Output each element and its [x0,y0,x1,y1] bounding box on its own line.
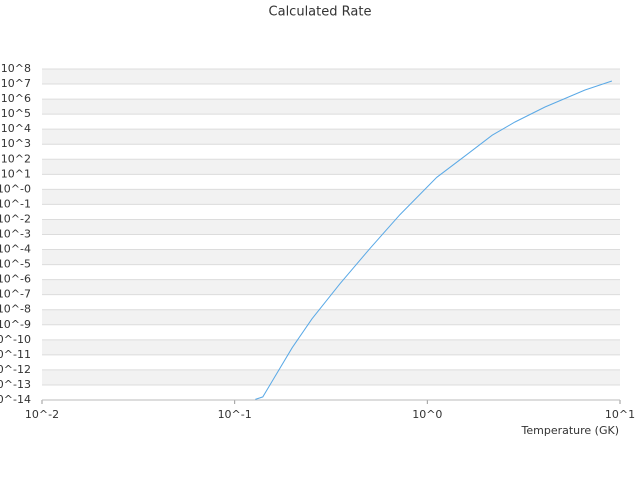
x-tick-label: 10^0 [412,408,442,421]
y-tick-label: 10^-13 [0,378,31,391]
y-tick-label: 10^-7 [0,288,31,301]
grid-band [42,369,620,385]
y-tick-label: 10^2 [1,152,31,165]
grid-band [42,99,620,115]
y-tick-label: 10^1 [1,167,31,180]
y-tick-label: 10^-0 [0,182,31,195]
grid-band [42,219,620,235]
y-tick-label: 10^-1 [0,197,31,210]
y-tick-label: 10^-9 [0,318,31,331]
grid-band [42,309,620,325]
x-tick-label: 10^1 [605,408,635,421]
x-tick-label: 10^-2 [25,408,59,421]
y-tick-label: 10^8 [1,62,31,75]
y-tick-label: 10^-5 [0,258,31,271]
y-tick-label: 10^4 [1,122,31,135]
y-tick-label: 10^5 [1,107,31,120]
y-tick-label: 10^-3 [0,228,31,241]
x-axis-label: Temperature (GK) [521,424,620,437]
grid-band [42,159,620,175]
grid-band [42,279,620,295]
grid-band [42,129,620,145]
chart-title: Calculated Rate [269,5,372,20]
y-tick-label: 10^-11 [0,348,31,361]
grid-band [42,69,620,85]
y-tick-label: 10^-12 [0,363,31,376]
y-tick-label: 10^-14 [0,393,31,406]
grid-band [42,339,620,355]
y-tick-label: 10^7 [1,77,31,90]
y-tick-label: 10^3 [1,137,31,150]
grid-band [42,249,620,265]
y-tick-label: 10^6 [1,92,31,105]
x-tick-label: 10^-1 [218,408,252,421]
y-tick-label: 10^-6 [0,273,31,286]
data-line [255,80,613,400]
grid-band [42,189,620,205]
y-tick-label: 10^-10 [0,333,31,346]
y-tick-label: 10^-8 [0,303,31,316]
y-tick-label: 10^-4 [0,243,31,256]
y-tick-label: 10^-2 [0,212,31,225]
